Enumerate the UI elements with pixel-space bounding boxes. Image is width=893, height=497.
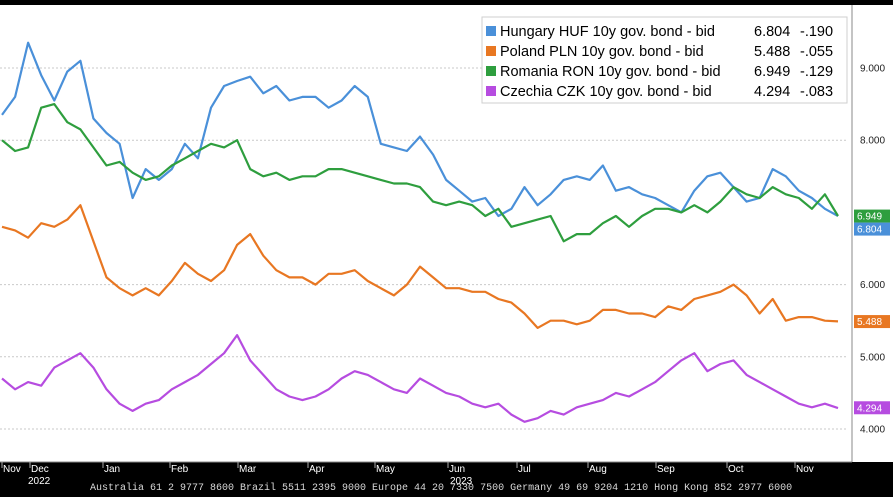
legend-box	[481, 16, 848, 104]
last-value-tag	[854, 222, 890, 236]
last-value-label: 6.949	[857, 212, 882, 223]
last-value-labels: 6.949 6.804 5.488 4.294	[854, 209, 890, 415]
x-tick-label: Jan	[104, 464, 120, 475]
x-axis-ticks: Nov Dec Jan Feb Mar Apr May Jun Jul Aug Sep Oct Nov 2…	[0, 461, 852, 487]
legend-entry-change: -.083	[800, 84, 833, 100]
legend-swatch	[486, 26, 496, 36]
x-year-label: 2022	[28, 476, 51, 487]
legend-entry-name: Poland PLN 10y gov. bond - bid	[500, 44, 704, 60]
x-tick-label: Sep	[657, 464, 675, 475]
legend-entry-name: Hungary HUF 10y gov. bond - bid	[500, 24, 715, 40]
last-value-label: 4.294	[857, 403, 882, 414]
last-value-tag	[854, 401, 890, 415]
legend-swatch	[486, 46, 496, 56]
y-tick-label: 6.000	[860, 280, 885, 291]
x-tick-label: Aug	[589, 464, 607, 475]
x-tick-label: Nov	[796, 464, 814, 475]
y-tick-label: 4.000	[860, 425, 885, 436]
x-tick-label: Oct	[728, 464, 744, 475]
footer-contact-text: Australia 61 2 9777 8600 Brazil 5511 239…	[90, 482, 792, 492]
x-tick-label: Jul	[518, 464, 531, 475]
x-tick-label: Apr	[309, 464, 325, 475]
legend-entry-last: 5.488	[754, 44, 790, 60]
y-tick-label: 8.000	[860, 136, 885, 147]
legend-entry-name: Romania RON 10y gov. bond - bid	[500, 64, 721, 80]
legend-entry-last: 6.949	[754, 64, 790, 80]
legend-entry-last: 6.804	[754, 24, 790, 40]
legend-entry-last: 4.294	[754, 84, 790, 100]
legend-swatch	[486, 86, 496, 96]
x-tick-label: Mar	[239, 464, 257, 475]
x-tick-label: May	[376, 464, 395, 475]
y-axis-ticks: 4.000 5.000 6.000 8.000 9.000	[860, 64, 885, 436]
legend: Hungary HUF 10y gov. bond - bid 6.804 -.19…	[481, 16, 848, 104]
y-tick-label: 9.000	[860, 64, 885, 75]
legend-entry-change: -.129	[800, 64, 833, 80]
x-year-label: 2023	[450, 476, 473, 487]
last-value-tag	[854, 315, 890, 329]
last-value-label: 5.488	[857, 317, 882, 328]
legend-swatch	[486, 66, 496, 76]
x-tick-label: Feb	[171, 464, 189, 475]
series-line-1	[1, 204, 839, 329]
series-lines	[1, 41, 839, 423]
x-tick-label: Nov	[3, 464, 21, 475]
legend-entry-name: Czechia CZK 10y gov. bond - bid	[500, 84, 712, 100]
legend-entry-change: -.055	[800, 44, 833, 60]
last-value-label: 6.804	[857, 225, 882, 236]
x-tick-label: Dec	[31, 464, 49, 475]
series-line-2	[1, 102, 839, 243]
y-tick-label: 5.000	[860, 352, 885, 363]
series-line-3	[1, 334, 839, 423]
last-value-tag	[854, 209, 890, 223]
legend-entry-change: -.190	[800, 24, 833, 40]
x-tick-label: Jun	[449, 464, 465, 475]
